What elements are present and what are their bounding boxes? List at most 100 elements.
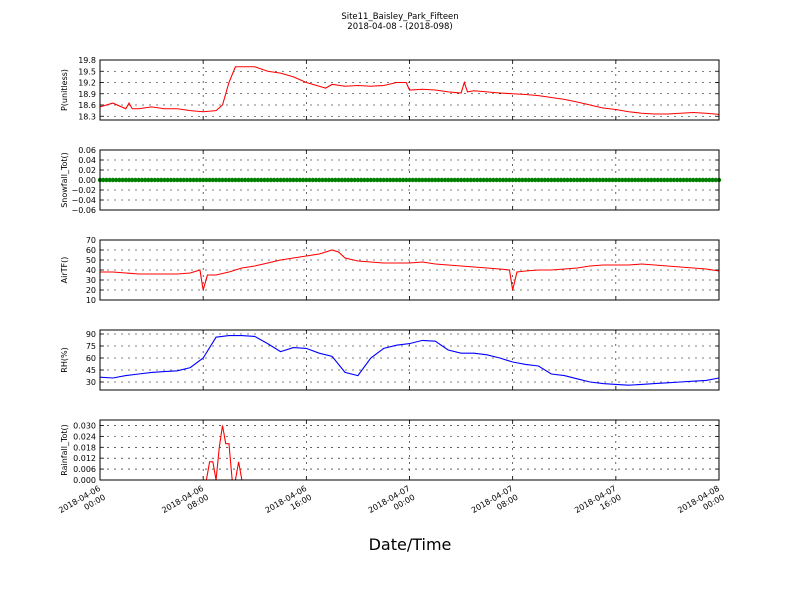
y-tick-label: 18.3 <box>78 112 96 121</box>
series-point <box>626 177 631 183</box>
y-tick-label: 45 <box>86 366 96 375</box>
y-tick-label: 19.2 <box>78 79 96 88</box>
series-point <box>510 177 515 183</box>
series-point <box>236 177 241 183</box>
series-point <box>562 177 567 183</box>
series-point <box>558 177 564 183</box>
series-point <box>258 177 264 183</box>
panel-5: 0.000 0.006 0.012 0.018 0.024 0.030 Rainfall_T… <box>60 419 720 485</box>
series-point <box>352 177 357 183</box>
y-tick-label: 0.06 <box>78 146 96 155</box>
series-point <box>533 177 538 183</box>
y-tick-label: 75 <box>86 342 96 351</box>
series-point <box>291 177 296 183</box>
series-point <box>297 177 303 183</box>
series-point <box>397 177 403 183</box>
y-tick-label: 30 <box>86 276 96 285</box>
panel-4: 30 45 60 75 90 RH(%) <box>60 329 720 391</box>
series-point <box>313 177 319 183</box>
series-point <box>471 177 477 183</box>
series-point <box>665 177 670 183</box>
series-point <box>178 177 183 183</box>
series-point <box>423 177 428 183</box>
series-point <box>674 177 680 183</box>
series-point <box>645 177 651 183</box>
panel-2: −0.06−0.04−0.020.000.020.040.06 Snowfall_… <box>60 146 722 215</box>
y-tick-label: −0.06 <box>71 206 96 215</box>
series-point <box>500 177 506 183</box>
series-point <box>445 177 451 183</box>
axes-frame <box>99 239 720 301</box>
series-point <box>404 177 409 183</box>
series-point <box>455 177 461 183</box>
series-point <box>616 177 622 183</box>
series-point <box>426 177 432 183</box>
series-point <box>217 177 222 183</box>
y-tick-label: −0.02 <box>71 186 96 195</box>
series-point <box>591 177 596 183</box>
axes-frame <box>99 149 720 211</box>
y-tick-label: 50 <box>86 256 96 265</box>
series-point <box>371 177 377 183</box>
series-point <box>465 177 470 183</box>
series-point <box>407 177 412 183</box>
series-point <box>649 177 654 183</box>
series-point <box>620 177 625 183</box>
series-point <box>652 177 657 183</box>
series-point <box>497 177 502 183</box>
series-point <box>152 177 158 183</box>
y-tick-label: 0.00 <box>78 176 96 185</box>
series-point <box>442 177 448 183</box>
series-point <box>329 177 335 183</box>
series-point <box>120 177 125 183</box>
series-point <box>516 177 522 183</box>
series-point <box>668 177 673 183</box>
series-point <box>484 177 490 183</box>
series-point <box>194 177 199 183</box>
series-point <box>462 177 467 183</box>
series-point <box>168 177 174 183</box>
y-tick-label: 0.000 <box>73 476 96 485</box>
series-point <box>578 177 583 183</box>
series-point <box>213 177 219 183</box>
series-point <box>523 177 528 183</box>
series-point <box>362 177 367 183</box>
y-tick-label: 0.018 <box>73 443 96 452</box>
series-point <box>597 177 602 183</box>
series-point <box>681 177 686 183</box>
series-point <box>181 177 187 183</box>
series-point <box>249 177 254 183</box>
y-tick-label: 10 <box>86 296 96 305</box>
series-point <box>117 177 122 183</box>
series-point <box>107 177 112 183</box>
series-point <box>549 177 554 183</box>
series-point <box>536 177 541 183</box>
series-point <box>326 177 332 183</box>
series-point <box>133 177 138 183</box>
series-point <box>542 177 548 183</box>
series-point <box>481 177 486 183</box>
y-tick-label: 0.02 <box>78 166 96 175</box>
series-point <box>278 177 283 183</box>
axes-frame <box>99 419 720 481</box>
series-point <box>613 177 619 183</box>
series-point <box>410 177 415 183</box>
y-axis-label: RH(%) <box>60 347 69 372</box>
series-point <box>384 177 390 183</box>
y-tick-label: −0.04 <box>71 196 96 205</box>
series-line <box>99 335 720 386</box>
series-point <box>678 177 683 183</box>
series-point <box>478 177 483 183</box>
series-point <box>336 177 341 183</box>
series-point <box>339 177 344 183</box>
series-point <box>436 177 441 183</box>
series-point <box>378 177 383 183</box>
series-point <box>191 177 196 183</box>
series-point <box>101 177 106 183</box>
series-point <box>255 177 261 183</box>
series-point <box>146 177 151 183</box>
axes-frame <box>99 59 720 121</box>
series-point <box>568 177 573 183</box>
series-point <box>320 177 325 183</box>
series-point <box>420 177 425 183</box>
